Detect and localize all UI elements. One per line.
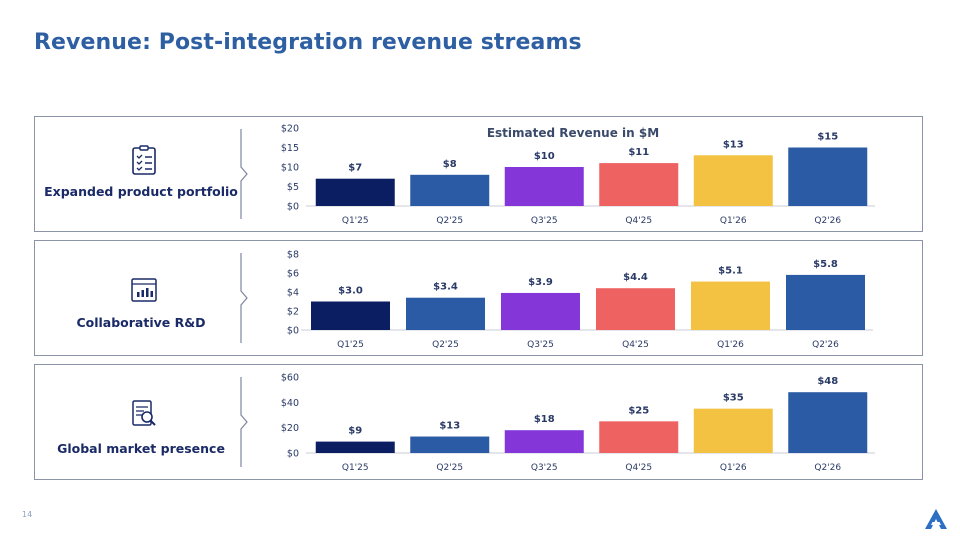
- category-label: Q3'25: [531, 463, 558, 473]
- data-label: $11: [628, 147, 649, 158]
- revenue-panel-collaborative-rd: Collaborative R&D $0 $2 $4 $6 $8 $3.0 Q1'25 $3.…: [34, 240, 923, 356]
- data-label: $13: [723, 139, 744, 150]
- category-label: Q1'25: [342, 216, 369, 226]
- revenue-panel-global-market: Global market presence $0 $20 $40 $60 $9 Q1'2…: [34, 364, 923, 480]
- y-tick-label: $0: [287, 202, 299, 213]
- y-tick-label: $8: [287, 250, 299, 261]
- category-label: Q2'26: [814, 216, 841, 226]
- bar-Q125: [311, 301, 390, 330]
- data-label: $5.8: [813, 259, 838, 270]
- data-label: $7: [348, 163, 362, 174]
- bar-Q226: [788, 392, 868, 453]
- data-label: $3.4: [433, 282, 458, 293]
- category-label: Q4'25: [625, 463, 652, 473]
- y-tick-label: $60: [281, 373, 299, 384]
- checklist-icon: [132, 145, 156, 175]
- revenue-panel-product-portfolio: Expanded product portfolio $0 $5 $10 $15 $20…: [34, 116, 923, 232]
- category-label: Q1'25: [342, 463, 369, 473]
- category-label: Q2'25: [436, 216, 463, 226]
- data-label: $25: [628, 405, 649, 416]
- y-tick-label: $5: [287, 182, 299, 193]
- bar-Q226: [786, 274, 865, 330]
- bar-Q125: [315, 441, 395, 453]
- bar-Q225: [410, 436, 490, 453]
- bar-Q425: [596, 288, 675, 330]
- bar-Q126: [691, 281, 770, 330]
- revenue-chart-global-market: $0 $20 $40 $60 $9 Q1'25 $13 Q2'25 $18 Q3'25 $25 Q4'…: [281, 373, 875, 473]
- bar-Q225: [410, 174, 490, 206]
- chart-title: Estimated Revenue in $M: [487, 126, 659, 140]
- y-tick-label: $2: [287, 307, 299, 318]
- category-label: Q4'25: [625, 216, 652, 226]
- y-tick-label: $20: [281, 124, 299, 135]
- data-label: $18: [534, 414, 555, 425]
- category-label: Q1'25: [337, 340, 364, 350]
- y-tick-label: $0: [287, 449, 299, 460]
- category-label: Q3'25: [531, 216, 558, 226]
- data-label: $3.0: [338, 286, 363, 297]
- y-tick-label: $10: [281, 163, 299, 174]
- bar-Q325: [504, 430, 584, 453]
- data-label: $8: [443, 159, 457, 170]
- bar-Q325: [501, 292, 580, 330]
- bar-Q125: [315, 178, 395, 206]
- document-search-icon: [132, 400, 156, 426]
- data-label: $5.1: [718, 266, 743, 277]
- y-tick-label: $4: [287, 288, 299, 299]
- page-title: Revenue: Post-integration revenue stream…: [34, 30, 582, 55]
- page-number: 14: [22, 510, 33, 519]
- bar-Q425: [599, 163, 679, 206]
- revenue-chart-collaborative-rd: $0 $2 $4 $6 $8 $3.0 Q1'25 $3.4 Q2'25 $3.9 Q3'25 $4.…: [287, 250, 873, 350]
- category-label: Q2'26: [814, 463, 841, 473]
- panel-divider: [240, 253, 248, 343]
- category-label: Q2'25: [432, 340, 459, 350]
- bar-Q226: [788, 147, 868, 206]
- category-label: Q3'25: [527, 340, 554, 350]
- panel-divider: [240, 377, 248, 467]
- bar-Q425: [599, 421, 679, 453]
- data-label: $48: [817, 376, 838, 387]
- y-tick-label: $15: [281, 143, 299, 154]
- category-label: Q1'26: [720, 463, 747, 473]
- data-label: $13: [439, 421, 460, 432]
- y-tick-label: $6: [287, 269, 299, 280]
- category-label: Q2'26: [812, 340, 839, 350]
- y-tick-label: $0: [287, 326, 299, 337]
- category-label: Q2'25: [436, 463, 463, 473]
- data-label: $9: [348, 426, 362, 437]
- bar-Q225: [406, 297, 485, 330]
- panel-divider: [240, 129, 248, 219]
- panel-label: Global market presence: [57, 441, 225, 456]
- analytics-dashboard-icon: [131, 278, 157, 302]
- data-label: $35: [723, 393, 744, 404]
- category-label: Q1'26: [720, 216, 747, 226]
- data-label: $3.9: [528, 277, 553, 288]
- category-label: Q4'25: [622, 340, 649, 350]
- category-label: Q1'26: [717, 340, 744, 350]
- company-logo-icon: [925, 509, 947, 529]
- data-label: $10: [534, 151, 555, 162]
- panel-label: Expanded product portfolio: [44, 184, 238, 199]
- data-label: $15: [817, 132, 838, 143]
- y-tick-label: $40: [281, 398, 299, 409]
- bar-Q325: [504, 167, 584, 206]
- bar-Q126: [693, 408, 773, 453]
- revenue-chart-product-portfolio: $0 $5 $10 $15 $20 $7 Q1'25 $8 Q2'25 $10 Q3'25 $11 Q4…: [281, 124, 875, 226]
- panel-label: Collaborative R&D: [76, 315, 206, 330]
- bar-Q126: [693, 155, 773, 206]
- data-label: $4.4: [623, 272, 648, 283]
- y-tick-label: $20: [281, 423, 299, 434]
